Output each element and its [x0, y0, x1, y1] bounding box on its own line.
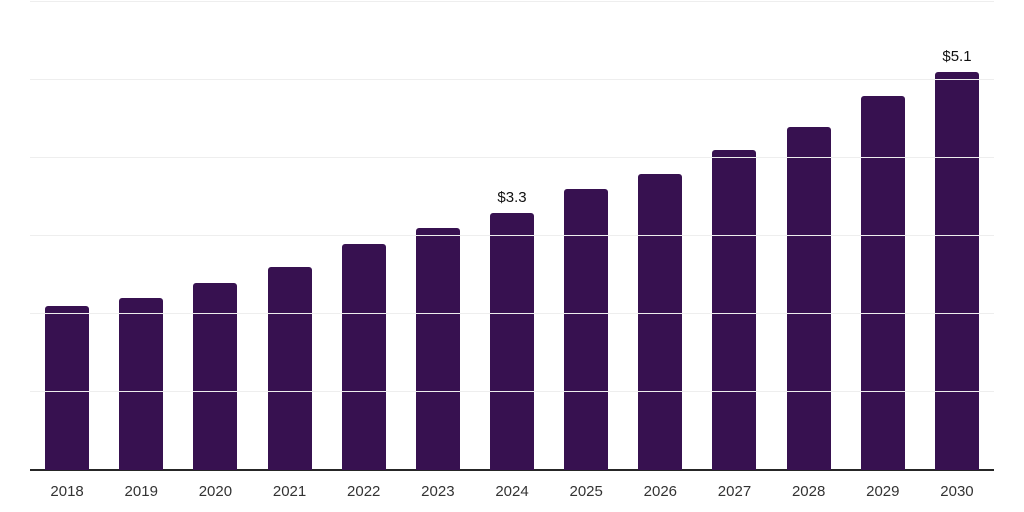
- gridline-4: [30, 157, 994, 159]
- x-tick-label-2025: 2025: [569, 483, 603, 500]
- bar-2018: [45, 306, 90, 470]
- bar-value-label-2030: $5.1: [942, 48, 972, 66]
- bar-slot-2023: [401, 2, 475, 470]
- bar-slot-2021: [252, 2, 326, 470]
- bar-value-label-2024: $3.3: [497, 188, 527, 206]
- gridline-3: [30, 235, 994, 236]
- bar-2020: [193, 282, 238, 470]
- bar-slot-2025: [549, 2, 623, 470]
- x-tick-label-2030: 2030: [940, 483, 974, 500]
- bar-slot-2028: [772, 2, 846, 470]
- bar-2024: $3.3: [490, 189, 535, 470]
- bar-2027: [712, 150, 757, 470]
- x-tick-label-2028: 2028: [791, 483, 826, 500]
- x-tick-label-2021: 2021: [272, 483, 307, 500]
- x-tick-label-2027: 2027: [717, 483, 752, 500]
- bar-2029: [860, 95, 905, 470]
- bar-slot-2026: [623, 2, 697, 470]
- x-tick-label-2029: 2029: [866, 483, 900, 500]
- x-tick-label-2020: 2020: [198, 483, 233, 500]
- bar-2019: [119, 298, 164, 470]
- x-tick-label-2022: 2022: [347, 483, 381, 500]
- gridline-2: [30, 313, 994, 315]
- bar-slot-2029: [846, 2, 920, 470]
- bar-2025: [564, 189, 609, 470]
- bars-row: $3.3 $5.1: [30, 2, 994, 470]
- bar-slot-2024: $3.3: [475, 2, 549, 470]
- bar-2028: [786, 126, 831, 470]
- bar-2022: [341, 243, 386, 470]
- x-axis-line: [30, 469, 994, 471]
- x-tick-label-2018: 2018: [50, 483, 84, 500]
- bar-2023: [415, 228, 460, 470]
- gridline-1: [30, 391, 994, 393]
- bar-2026: [638, 173, 683, 470]
- bar-slot-2019: [104, 2, 178, 470]
- bar-2030: $5.1: [934, 48, 979, 470]
- bar-slot-2018: [30, 2, 104, 470]
- bar-slot-2020: [178, 2, 252, 470]
- bar-slot-2022: [327, 2, 401, 470]
- gridline-6: [30, 1, 994, 2]
- x-axis-tick-labels: 2018 2019 2020 2021 2022 2023 2024 2025 2026 2027…: [30, 483, 994, 500]
- x-tick-label-2023: 2023: [421, 483, 455, 500]
- x-tick-label-2019: 2019: [124, 483, 158, 500]
- x-tick-label-2024: 2024: [495, 483, 529, 500]
- bar-slot-2027: [697, 2, 771, 470]
- gridline-5: [30, 79, 994, 80]
- x-tick-label-2026: 2026: [643, 483, 678, 500]
- bar-slot-2030: $5.1: [920, 2, 994, 470]
- plot-area: $3.3 $5.1: [30, 1, 994, 471]
- bar-2021: [267, 267, 312, 470]
